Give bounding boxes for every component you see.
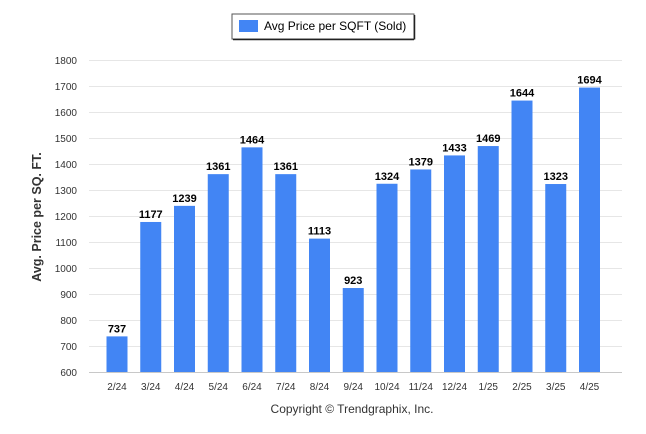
x-tick-label: 8/24 — [310, 382, 330, 393]
y-tick-label: 1800 — [55, 56, 78, 67]
legend-box — [231, 13, 415, 40]
x-tick-label: 11/24 — [409, 382, 434, 393]
y-tick-label: 1200 — [55, 212, 78, 223]
bars: 737 1177 1239 1361 1464 1361 1113 923 1324 1379 14… — [106, 75, 603, 372]
bar — [342, 288, 364, 372]
data-label: 1239 — [172, 193, 196, 205]
copyright-footer: Copyright © Trendgraphix, Inc. — [271, 402, 434, 416]
x-tick-label: 3/25 — [546, 382, 566, 393]
y-tick-label: 600 — [60, 368, 77, 379]
data-label: 923 — [344, 275, 362, 287]
legend-label: Avg Price per SQFT (Sold) — [264, 19, 406, 33]
x-tick-label: 10/24 — [374, 382, 399, 393]
bar — [444, 155, 465, 372]
data-label: 1694 — [577, 75, 602, 87]
chart-legend: Avg Price per SQFT (Sold) — [231, 13, 416, 41]
data-label: 1469 — [476, 133, 500, 145]
x-axis: 2/24 3/24 4/24 5/24 6/24 7/24 8/24 9/24 10/24 11/… — [89, 372, 622, 393]
bar — [579, 87, 600, 372]
bar — [275, 174, 297, 372]
bar — [376, 183, 398, 372]
x-tick-label: 4/24 — [175, 382, 195, 393]
x-tick-label: 3/24 — [141, 382, 161, 393]
y-tick-label: 1100 — [55, 238, 77, 249]
x-tick-label: 1/25 — [479, 382, 499, 393]
data-label: 1379 — [409, 156, 433, 168]
bar — [106, 336, 128, 372]
x-tick-label: 4/25 — [580, 382, 600, 393]
data-label: 737 — [108, 323, 126, 335]
data-label: 1113 — [308, 226, 331, 238]
bar — [545, 184, 567, 372]
x-tick-label: 9/24 — [344, 382, 364, 393]
x-tick-label: 12/24 — [442, 382, 467, 393]
y-tick-label: 1500 — [55, 134, 78, 145]
y-axis: 600 700 800 900 1000 1100 1200 1300 1400 1500 1600… — [55, 56, 78, 379]
x-tick-label: 2/24 — [107, 382, 127, 393]
data-label: 1361 — [274, 161, 298, 173]
data-label: 1324 — [375, 171, 400, 183]
data-label: 1644 — [510, 88, 535, 100]
data-label: 1433 — [442, 142, 466, 154]
x-tick-label: 5/24 — [209, 382, 229, 393]
bar — [207, 174, 229, 372]
bar — [477, 146, 499, 372]
x-tick-label: 2/25 — [512, 382, 532, 393]
x-tick-label: 6/24 — [242, 382, 262, 393]
y-tick-label: 1600 — [55, 108, 78, 119]
y-tick-label: 1300 — [55, 186, 78, 197]
y-tick-label: 1700 — [55, 82, 78, 93]
data-label: 1177 — [139, 209, 163, 221]
data-label: 1464 — [240, 134, 265, 146]
data-label: 1323 — [544, 171, 568, 183]
y-tick-label: 1400 — [55, 160, 78, 171]
y-tick-label: 1000 — [55, 264, 78, 275]
y-axis-label: Avg. Price per SQ. FT. — [30, 152, 44, 281]
x-tick-label: 7/24 — [276, 382, 296, 393]
y-tick-label: 800 — [60, 316, 77, 327]
y-tick-label: 900 — [60, 290, 77, 301]
bar — [410, 169, 432, 372]
bar — [140, 221, 162, 372]
y-tick-label: 700 — [60, 342, 77, 353]
bar — [511, 100, 533, 372]
bar — [174, 205, 195, 372]
data-label: 1361 — [206, 161, 230, 173]
bar — [241, 147, 263, 372]
legend-swatch — [239, 20, 258, 32]
bar — [309, 238, 330, 372]
